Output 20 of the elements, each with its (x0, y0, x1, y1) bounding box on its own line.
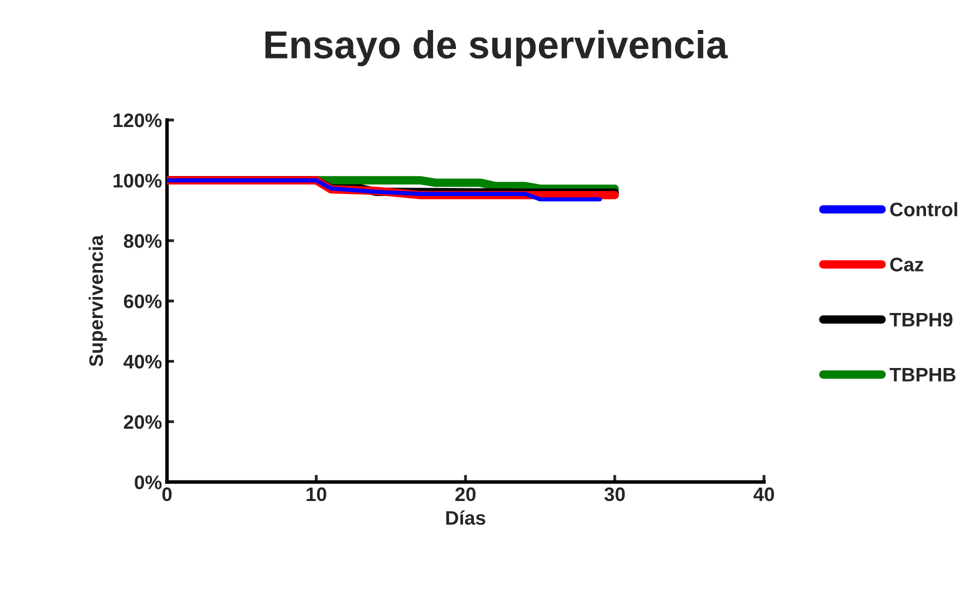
line-series (167, 178, 602, 202)
legend-label: TBPH9 (890, 312, 952, 327)
x-tick-label: 20 (455, 487, 476, 502)
y-tick-label: 0% (134, 475, 162, 490)
legend-label: Control (890, 202, 958, 216)
y-tick-label: 80% (124, 234, 162, 248)
x-tick-label: 40 (753, 487, 774, 502)
x-tick-label: 30 (604, 487, 625, 502)
legend-label: Caz (890, 258, 924, 272)
x-axis-title: Días (446, 510, 486, 525)
y-tick-label: 40% (124, 354, 162, 369)
y-axis-title: Supervivencia (88, 234, 107, 366)
y-tick-label: 60% (124, 294, 162, 308)
y-tick-label: 20% (124, 415, 162, 429)
y-tick-label: 100% (114, 174, 162, 188)
legend-label: TBPHB (890, 368, 956, 382)
chart-title: Ensayo de supervivencia (265, 30, 728, 66)
x-tick-label: 10 (306, 487, 326, 502)
y-tick-label: 120% (114, 113, 162, 128)
x-tick-label: 0 (162, 487, 172, 502)
